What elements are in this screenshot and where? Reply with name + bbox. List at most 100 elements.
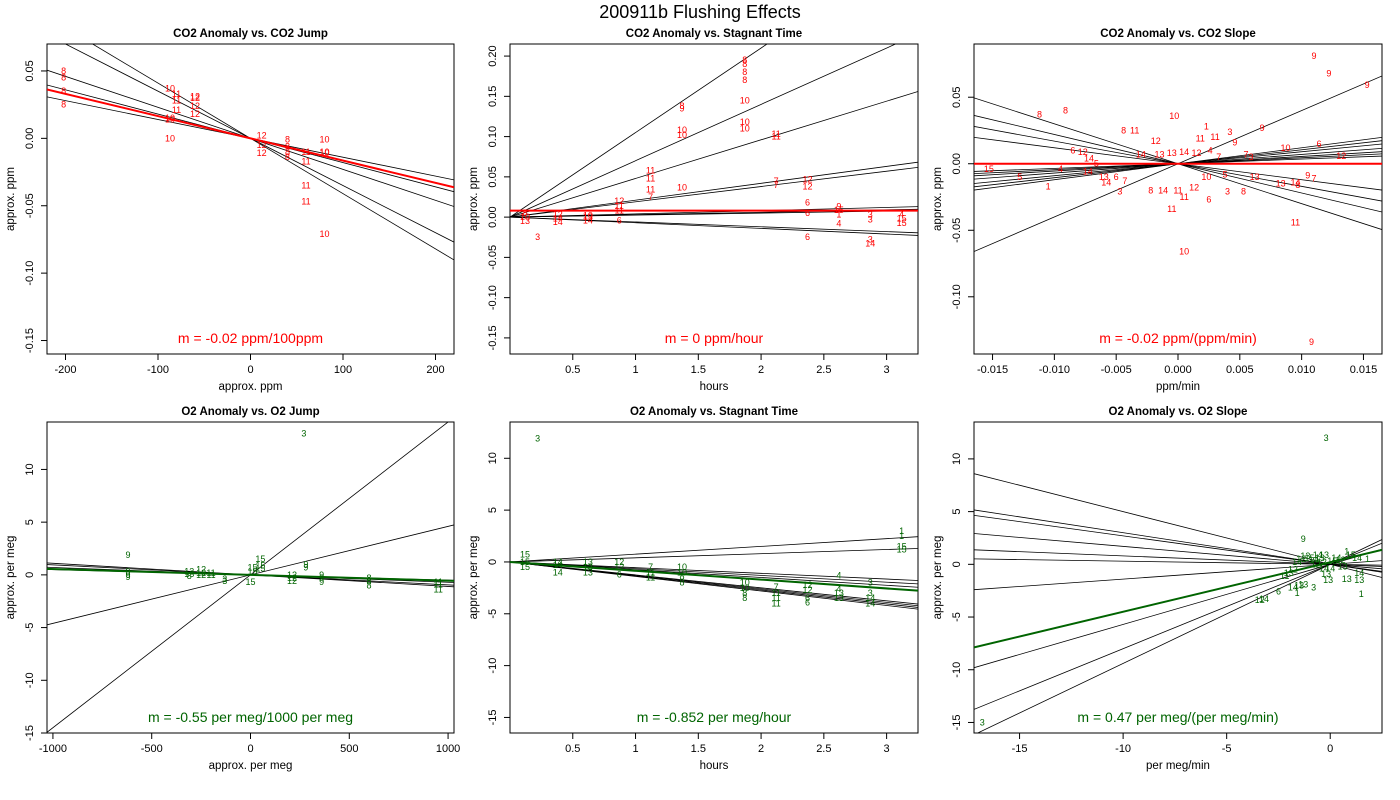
point-label: 13 xyxy=(1099,172,1109,182)
point-label: 9 xyxy=(1305,171,1310,181)
point-label: 14 xyxy=(1354,568,1364,578)
point-label: 4 xyxy=(1208,145,1213,155)
point-label: 11 xyxy=(771,588,780,598)
point-label: 15 xyxy=(1327,556,1337,566)
point-label: 1 xyxy=(1344,547,1349,557)
regression-line xyxy=(976,539,1382,733)
point-label: 12 xyxy=(196,568,206,578)
point-label: 11 xyxy=(434,577,443,587)
point-label: 8 xyxy=(367,573,372,583)
point-label: 12 xyxy=(196,565,206,575)
point-label: 14 xyxy=(553,567,563,577)
point-label: 1 xyxy=(1365,554,1370,564)
regression-line xyxy=(510,206,918,218)
point-label: 13 xyxy=(1338,561,1348,571)
point-label: 8 xyxy=(61,66,66,76)
point-label: 5 xyxy=(1017,172,1022,182)
panel-title: O2 Anomaly vs. O2 Slope xyxy=(1109,406,1248,418)
point-label: 11 xyxy=(646,567,655,577)
y-tick-label: -0.15 xyxy=(24,328,36,353)
point-label: 6 xyxy=(1316,139,1321,149)
point-label: 3 xyxy=(535,434,540,444)
x-tick-label: 0 xyxy=(1327,743,1333,755)
point-label: 13 xyxy=(583,567,593,577)
point-label: 12 xyxy=(803,182,813,192)
point-label: 11 xyxy=(771,132,780,142)
y-tick-label: -0.10 xyxy=(487,285,499,310)
x-tick-label: -1000 xyxy=(39,743,67,755)
slope-annotation: m = -0.02 ppm/100ppm xyxy=(178,330,323,346)
point-label: 3 xyxy=(222,576,227,586)
point-label: 14 xyxy=(1290,177,1300,187)
y-tick-label: 0.15 xyxy=(487,86,499,107)
y-tick-label: -0.05 xyxy=(951,218,963,243)
point-label: 9 xyxy=(679,103,684,113)
point-label: 6 xyxy=(805,198,810,208)
y-axis-label: approx. per meg xyxy=(5,536,17,620)
x-tick-label: 0 xyxy=(247,364,253,376)
point-label: 7 xyxy=(1243,149,1248,159)
point-label: 12 xyxy=(287,573,297,583)
point-label: 14 xyxy=(1084,153,1094,163)
point-label: 7 xyxy=(774,176,779,186)
point-label: 12 xyxy=(287,576,297,586)
regression-line xyxy=(510,216,918,234)
panel-title: O2 Anomaly vs. O2 Jump xyxy=(181,406,319,418)
point-label: 7 xyxy=(1122,176,1127,186)
point-label: 7 xyxy=(1216,152,1221,162)
x-tick-label: -10 xyxy=(1115,743,1131,755)
point-label: 10 xyxy=(677,125,687,135)
point-label: 8 xyxy=(1063,106,1068,116)
regression-line xyxy=(510,548,918,563)
x-tick-label: 2.5 xyxy=(816,364,831,376)
point-label: 14 xyxy=(1179,147,1189,157)
point-label: 14 xyxy=(553,217,563,227)
point-label: 13 xyxy=(1167,148,1177,158)
x-tick-label: 2.5 xyxy=(816,743,831,755)
point-label: 11 xyxy=(646,185,655,195)
point-label: 6 xyxy=(805,232,810,242)
point-label: 11 xyxy=(1130,125,1139,135)
point-label: 14 xyxy=(1158,185,1168,195)
point-label: 9 xyxy=(1365,80,1370,90)
panel-1: CO2 Anomaly vs. CO2 Jump -200 -100 0 100 200 -… xyxy=(5,28,455,393)
point-label: 10 xyxy=(677,130,687,140)
point-label: 11 xyxy=(172,105,181,115)
point-label: 3 xyxy=(1227,127,1232,137)
point-label: 12 xyxy=(1336,151,1346,161)
y-tick-label: 0.00 xyxy=(24,128,36,149)
point-label: 3 xyxy=(1311,583,1316,593)
point-label: 11 xyxy=(1280,571,1289,581)
point-label: 12 xyxy=(803,585,813,595)
point-label: 12 xyxy=(257,131,267,141)
x-tick-label: -0.015 xyxy=(977,364,1008,376)
point-label: 10 xyxy=(740,578,750,588)
point-label: 11 xyxy=(1291,217,1300,227)
point-label: 6 xyxy=(617,215,622,225)
point-label: 13 xyxy=(1250,172,1260,182)
y-tick-label: 0 xyxy=(24,572,36,578)
point-label: 8 xyxy=(285,135,290,145)
point-label: 3 xyxy=(980,717,985,727)
point-label: 9 xyxy=(319,577,324,587)
point-label: 12 xyxy=(1255,595,1265,605)
point-label: 3 xyxy=(868,210,873,220)
point-label: 11 xyxy=(1180,192,1189,202)
point-label: 13 xyxy=(1354,575,1364,585)
point-label: 10 xyxy=(1281,143,1291,153)
x-axis-label: per meg/min xyxy=(1146,760,1210,772)
point-label: 13 xyxy=(1276,179,1286,189)
point-label: 15 xyxy=(834,205,844,215)
regression-line xyxy=(510,561,918,610)
x-tick-label: 1 xyxy=(632,364,638,376)
point-label: 11 xyxy=(434,579,443,589)
point-label: 13 xyxy=(184,567,194,577)
x-tick-label: 200 xyxy=(426,364,444,376)
point-label: 7 xyxy=(648,192,653,202)
point-label: 3 xyxy=(301,429,306,439)
point-label: 3 xyxy=(868,578,873,588)
y-tick-label: -10 xyxy=(951,662,963,678)
